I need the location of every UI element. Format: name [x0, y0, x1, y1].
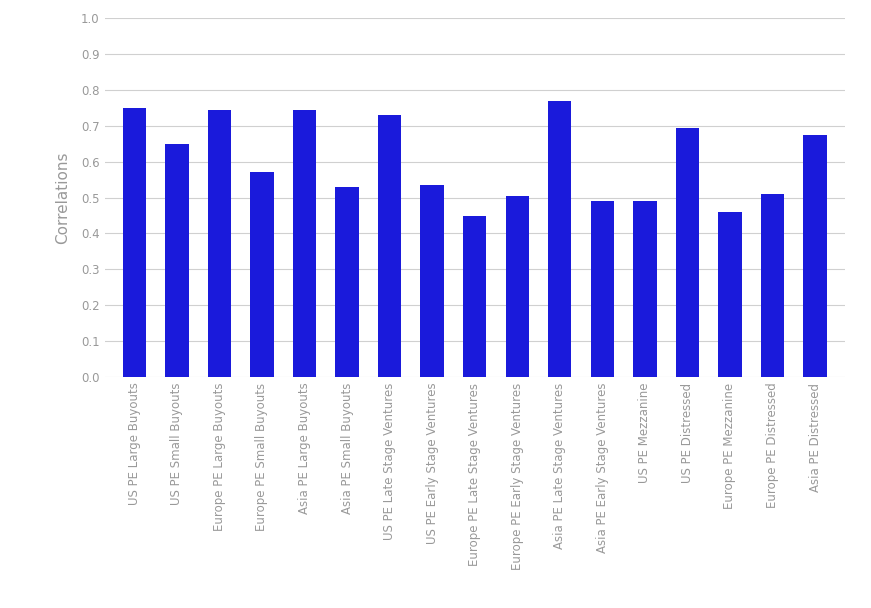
Bar [250, 173, 273, 377]
Bar [803, 135, 827, 377]
Bar [421, 185, 444, 377]
Bar [123, 108, 146, 377]
Bar [165, 144, 188, 377]
Y-axis label: Correlations: Correlations [55, 151, 70, 244]
Bar [676, 128, 699, 377]
Bar [463, 216, 486, 377]
Bar [378, 115, 402, 377]
Bar [293, 109, 316, 377]
Bar [633, 201, 657, 377]
Bar [548, 101, 571, 377]
Bar [505, 196, 529, 377]
Bar [761, 194, 784, 377]
Bar [591, 201, 614, 377]
Bar [335, 187, 359, 377]
Bar [719, 212, 742, 377]
Bar [207, 109, 231, 377]
